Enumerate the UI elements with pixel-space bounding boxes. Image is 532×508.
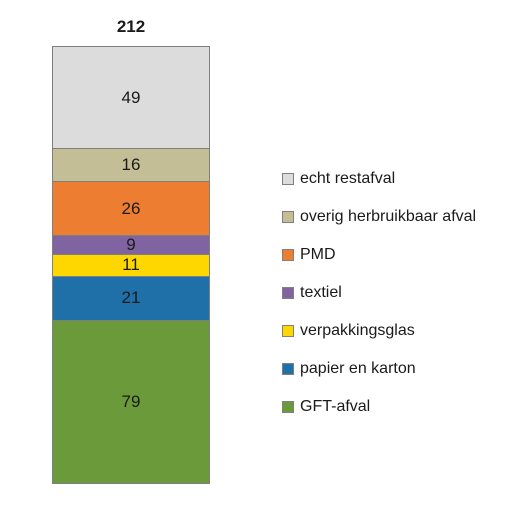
legend-item-pmd: PMD (282, 246, 476, 264)
chart-container: 212 49 16 26 911 21 79 echt restafval overig h… (0, 0, 532, 508)
legend-label: papier en karton (300, 360, 416, 378)
legend-label: PMD (300, 246, 336, 264)
bar-total-label: 212 (52, 17, 210, 37)
legend-swatch (282, 249, 294, 261)
legend-swatch (282, 401, 294, 413)
legend-swatch (282, 325, 294, 337)
bar-segment-label: 49 (122, 88, 141, 108)
bar-segment-pmd: 26 (53, 181, 209, 235)
bar-segment-label: 79 (122, 392, 141, 412)
legend-label: verpakkingsglas (300, 322, 415, 340)
legend-item-gft_afval: GFT-afval (282, 398, 476, 416)
legend-label: textiel (300, 284, 342, 302)
legend-swatch (282, 363, 294, 375)
legend-label: GFT-afval (300, 398, 370, 416)
legend-swatch (282, 287, 294, 299)
bar-segment-echt_restafval: 49 (53, 47, 209, 148)
legend-item-verpakkingsglas: verpakkingsglas (282, 322, 476, 340)
bar-segment-label: 26 (122, 199, 141, 219)
bar-segment-label: 16 (122, 155, 141, 175)
legend-label: overig herbruikbaar afval (300, 208, 476, 226)
legend-swatch (282, 173, 294, 185)
bar-segment-textiel: 9 (53, 235, 209, 254)
bar-segment-label: 9 (126, 235, 135, 254)
bar-segment-papier_en_karton: 21 (53, 276, 209, 319)
legend-swatch (282, 211, 294, 223)
legend-item-papier_en_karton: papier en karton (282, 360, 476, 378)
legend-item-textiel: textiel (282, 284, 476, 302)
legend-item-overig_herbruikbaar: overig herbruikbaar afval (282, 208, 476, 226)
bar-segment-label: 21 (122, 288, 141, 308)
bar-segment-label: 11 (122, 255, 140, 275)
legend-label: echt restafval (300, 170, 395, 188)
bar-segment-gft_afval: 79 (53, 320, 209, 483)
legend: echt restafval overig herbruikbaar afval P… (282, 170, 476, 416)
bar-segment-overig_herbruikbaar: 16 (53, 148, 209, 181)
stacked-bar: 49 16 26 911 21 79 (52, 46, 210, 484)
legend-item-echt_restafval: echt restafval (282, 170, 476, 188)
bar-segment-verpakkingsglas: 11 (53, 254, 209, 277)
